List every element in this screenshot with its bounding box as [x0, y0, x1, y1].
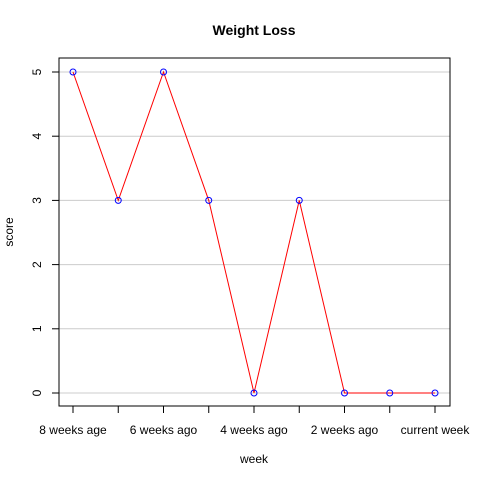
data-point-2 — [160, 68, 167, 76]
series-group — [69, 68, 439, 397]
y-tick-label-2: 2 — [30, 261, 44, 268]
x-tick-label-0: 8 weeks age — [39, 423, 107, 437]
y-tick-label-4: 4 — [30, 133, 44, 140]
series-line-0 — [72, 70, 435, 394]
grid-lines — [59, 71, 450, 394]
data-point-5 — [295, 196, 303, 204]
x-tick-label-1: 6 weeks ago — [130, 423, 198, 437]
data-point-1 — [114, 196, 122, 204]
data-point-3 — [205, 196, 213, 204]
x-axis: 8 weeks age 6 weeks ago 4 weeks ago 2 weeks… — [39, 406, 470, 437]
y-tick-label-0: 0 — [30, 389, 44, 396]
x-tick-label-3: 2 weeks ago — [311, 423, 379, 437]
chart-title: Weight Loss — [213, 22, 296, 38]
x-tick-label-4: current week — [401, 423, 471, 437]
data-point-8 — [431, 389, 439, 397]
y-tick-label-3: 3 — [30, 197, 44, 204]
x-tick-label-2: 4 weeks ago — [220, 423, 288, 437]
data-point-4 — [250, 389, 258, 397]
data-point-0 — [69, 68, 77, 76]
y-tick-label-5: 5 — [30, 68, 44, 75]
y-tick-label-1: 1 — [30, 325, 44, 332]
y-axis: 0 1 2 3 4 5 — [30, 68, 59, 396]
data-point-6 — [341, 389, 348, 397]
x-axis-label: week — [239, 452, 269, 466]
data-point-7 — [386, 389, 394, 397]
plot-frame — [58, 57, 451, 407]
y-axis-label: score — [2, 217, 16, 247]
